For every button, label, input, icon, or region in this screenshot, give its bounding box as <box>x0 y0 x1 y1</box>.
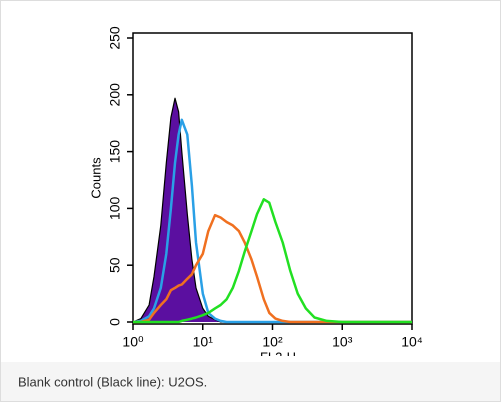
y-tick-label: 200 <box>107 83 123 107</box>
x-tick-label: 10⁴ <box>401 334 423 350</box>
histogram-line <box>133 213 412 324</box>
y-tick-label: 150 <box>107 140 123 164</box>
histogram-line <box>133 198 412 324</box>
y-tick-label: 100 <box>107 197 123 221</box>
caption-bar <box>1 362 500 401</box>
plot: FL2-H Counts 0 50 100 150 200 250 10⁰ 10¹ 10² 10³… <box>88 26 423 364</box>
image-area <box>76 10 440 356</box>
caption: Blank control (Black line): U2OS. <box>18 374 207 389</box>
x-tick-label: 10⁰ <box>122 334 144 350</box>
y-tick-label: 50 <box>107 257 123 273</box>
x-tick-label: 10³ <box>332 334 353 350</box>
y-tick-label: 250 <box>107 26 123 50</box>
x-tick-label: 10¹ <box>193 334 214 350</box>
x-tick-label: 10² <box>262 334 283 350</box>
y-tick-label: 0 <box>107 318 123 326</box>
y-axis-label: Counts <box>88 157 103 199</box>
x-axis-label: FL2-H <box>260 349 296 364</box>
